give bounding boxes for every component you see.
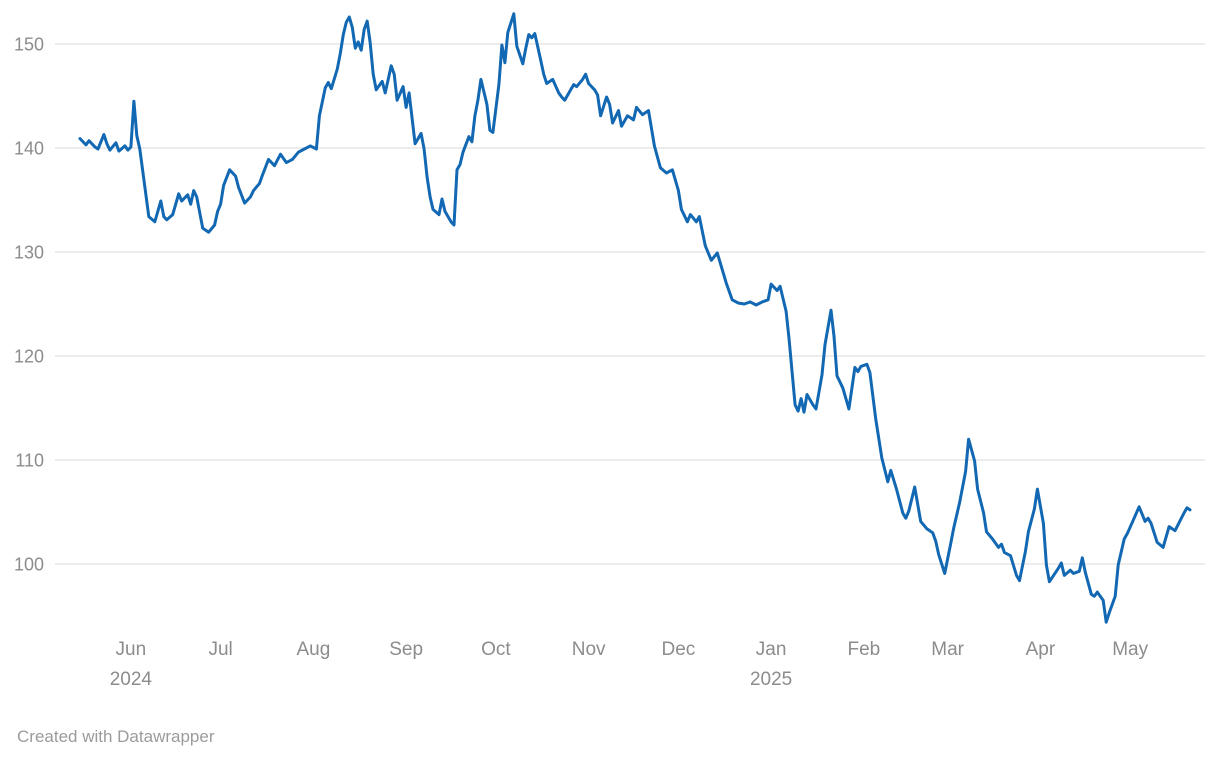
datawrapper-credit: Created with Datawrapper (17, 727, 215, 746)
y-tick-label: 110 (15, 450, 44, 470)
x-tick-label: Sep (389, 639, 423, 660)
x-tick-label: Jan (756, 639, 787, 660)
y-tick-label: 100 (14, 554, 44, 574)
x-tick-label: Nov (572, 639, 606, 660)
y-tick-label: 130 (14, 242, 44, 262)
y-tick-label: 140 (14, 138, 44, 158)
x-tick-label: Feb (848, 639, 881, 660)
x-tick-label: Jun (116, 639, 147, 660)
data-line (78, 12, 1192, 624)
x-tick-year-label: 2024 (110, 669, 153, 690)
gridlines (55, 43, 1205, 565)
x-tick-label: Dec (661, 639, 695, 660)
x-tick-label: Mar (931, 639, 964, 660)
x-tick-label: May (1112, 639, 1148, 660)
y-tick-label: 120 (14, 346, 44, 366)
x-tick-label: Oct (481, 639, 511, 660)
line-chart-svg: 100 110 120 130 140 150 Jun 2024 Jul Aug Sep Oct Nov… (14, 12, 1205, 690)
x-tick-label: Aug (296, 639, 330, 660)
y-axis-labels: 100 110 120 130 140 150 (14, 34, 44, 574)
x-tick-label: Apr (1026, 639, 1056, 660)
x-axis-labels: Jun 2024 Jul Aug Sep Oct Nov Dec Jan 2025 Feb Mar Ap… (110, 639, 1149, 690)
x-tick-year-label: 2025 (750, 669, 792, 690)
y-tick-label: 150 (14, 34, 44, 54)
x-tick-label: Jul (208, 639, 232, 660)
